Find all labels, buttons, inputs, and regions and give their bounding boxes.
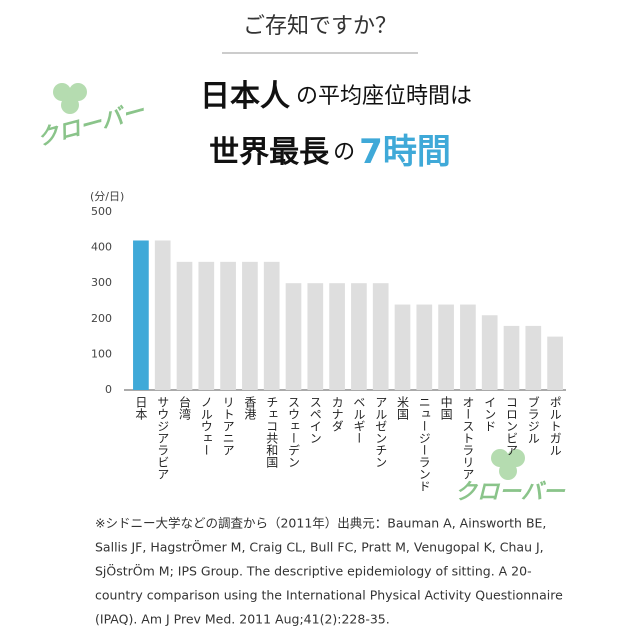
headline-2: 世界最長の 7時間 [209,132,451,172]
x-tick-label: サウジアラビア [156,396,170,480]
bar [372,283,389,390]
y-tick-label: 0 [105,383,112,396]
headline-text: の [333,140,355,165]
y-tick-label: 100 [91,347,112,360]
x-tick-label: カナダ [330,396,344,432]
bar [176,261,193,390]
bar [242,261,258,390]
footnote-line: (IPAQ). Am J Prev Med. 2011 Aug;41(2):22… [95,612,390,627]
x-tick-label: スペイン [308,396,322,444]
bar [220,261,236,390]
x-tick-label: ポルトガル [548,396,562,456]
bar [351,283,367,390]
y-tick-label: 300 [91,276,112,289]
x-tick-label: オーストラリア [461,396,475,480]
x-tick-label: チェコ共和国 [265,396,279,468]
bar [525,325,542,390]
bar [547,336,563,390]
question: ご存知ですか？ [243,14,397,39]
footnote-line: country comparison using the Internation… [95,588,563,603]
x-tick-label: コロンビア [505,396,519,456]
watermark: クローバー [455,480,566,505]
x-tick-label: 中国 [439,395,453,420]
y-tick-label: 400 [91,241,112,254]
footnote-line: SjÖstrÖm M; IPS Group. The descriptive e… [95,563,532,579]
bar [481,315,498,390]
x-tick-label: ノルウェー [199,396,213,456]
y-tick-label: 500 [91,205,112,218]
bar [307,283,324,390]
footnote-line: Sallis JF, HagstrÖmer M, Craig CL, Bull … [95,539,544,555]
emphasis: 世界最長 [209,135,330,170]
headline-1: 日本人 の平均座位時間は [200,79,472,114]
bar [460,304,476,390]
x-tick-label: スウェーデン [287,396,301,468]
bar [154,240,171,390]
highlight: 7時間 [359,132,451,172]
footnote-line: ※シドニー大学などの調査から（2011年）出典元：Bauman A, Ainsw… [95,516,546,531]
x-tick-label: ブラジル [526,395,540,444]
x-tick-label: 日本 [134,396,148,421]
x-tick-label: ニュージーランド [417,396,431,492]
bar [329,283,345,390]
y-tick-label: 200 [91,312,112,325]
x-tick-label: インド [483,396,497,432]
bar [198,261,215,390]
bar [285,283,302,390]
headline-text: の平均座位時間は [296,84,472,109]
bar [503,325,520,390]
x-tick-label: ベルギー [352,396,366,444]
emphasis: 日本人 [200,79,290,114]
bar [438,304,454,390]
watermark: クローバー [35,99,148,152]
x-tick-label: 米国 [396,396,410,420]
bar [416,304,433,390]
x-tick-label: 台湾 [178,395,192,421]
x-tick-label: アルゼンチン [374,396,388,468]
bar [263,261,280,390]
x-tick-label: リトアニア [221,396,235,456]
clover-icon [53,83,525,480]
x-tick-label: 香港 [243,396,257,420]
bar [133,240,149,390]
bar [394,304,411,390]
y-unit: (分/日) [90,190,124,203]
